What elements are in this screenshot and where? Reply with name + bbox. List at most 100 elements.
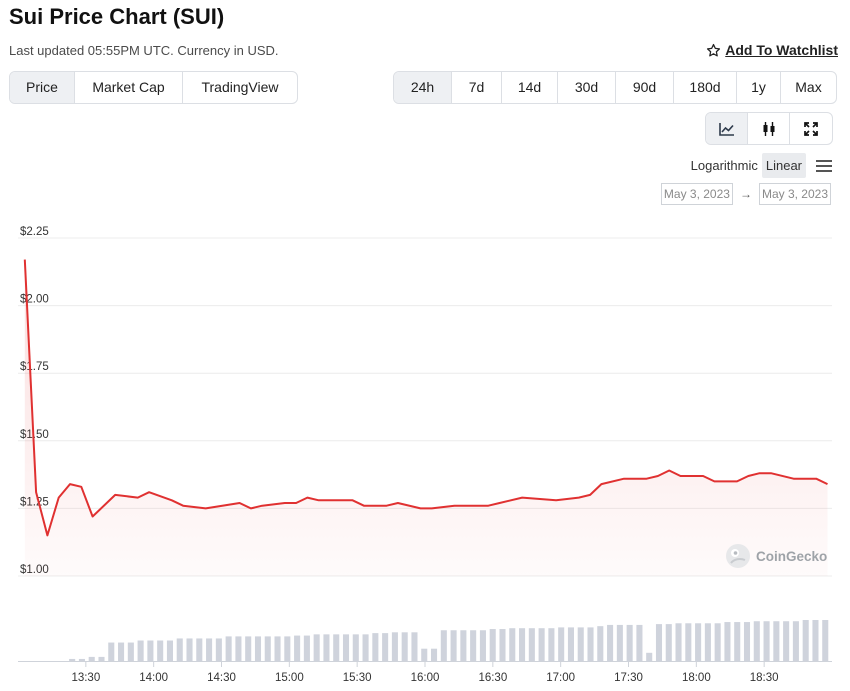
star-icon: [707, 43, 721, 56]
volume-bar: [646, 652, 653, 661]
volume-bar: [206, 638, 213, 661]
fullscreen-button[interactable]: [790, 113, 832, 144]
logarithmic-scale-option[interactable]: Logarithmic: [690, 158, 758, 173]
volume-bar: [78, 658, 85, 661]
volume-bar: [528, 628, 535, 661]
volume-bar: [98, 656, 105, 661]
volume-bar: [284, 636, 291, 661]
volume-bar: [548, 628, 555, 661]
volume-bar: [372, 633, 379, 661]
range-180d-button[interactable]: 180d: [674, 72, 737, 103]
volume-bar: [792, 621, 799, 661]
volume-bar: [440, 630, 447, 661]
volume-bar: [714, 623, 721, 661]
volume-bar: [538, 628, 545, 661]
volume-bar: [401, 632, 408, 661]
x-tick-label: 18:00: [682, 672, 711, 684]
volume-bar: [763, 621, 770, 661]
volume-bar: [323, 634, 330, 661]
volume-bar: [783, 621, 790, 661]
volume-bar: [127, 642, 134, 661]
x-tick-label: 14:00: [139, 672, 168, 684]
volume-bar: [743, 622, 751, 661]
volume-bar: [342, 634, 350, 661]
volume-bar: [822, 620, 829, 661]
volume-bar: [69, 658, 76, 661]
volume-bar: [597, 626, 604, 661]
candlestick-chart-button[interactable]: [748, 113, 790, 144]
scale-selector: Logarithmic Linear: [687, 153, 832, 178]
tab-tradingview[interactable]: TradingView: [201, 79, 279, 95]
y-tick-label: $1.75: [20, 361, 49, 373]
volume-bar: [685, 623, 692, 661]
volume-bar: [567, 627, 574, 661]
x-tick-label: 16:00: [411, 672, 440, 684]
range-90d-button[interactable]: 90d: [616, 72, 674, 103]
volume-bar: [607, 624, 614, 661]
tab-price[interactable]: Price: [10, 72, 75, 103]
volume-bar: [421, 648, 428, 661]
volume-bar: [636, 624, 643, 661]
range-24h-button[interactable]: 24h: [394, 72, 452, 103]
volume-bar: [166, 640, 173, 661]
range-30d-button[interactable]: 30d: [558, 72, 616, 103]
watermark-text: CoinGecko: [756, 548, 828, 564]
x-tick-label: 15:30: [343, 672, 372, 684]
line-chart-button[interactable]: [706, 113, 748, 144]
volume-bar: [225, 636, 232, 661]
volume-bar: [254, 636, 262, 661]
volume-bar: [382, 633, 389, 661]
volume-bar: [558, 627, 565, 661]
x-tick-label: 18:30: [750, 672, 779, 684]
add-to-watchlist-link[interactable]: Add To Watchlist: [706, 42, 838, 58]
range-max-button[interactable]: Max: [795, 79, 822, 95]
volume-bar: [587, 627, 594, 661]
volume-bar: [333, 634, 340, 661]
volume-bar: [773, 621, 780, 661]
x-tick-label: 17:30: [614, 672, 643, 684]
volume-bar: [147, 640, 154, 661]
volume-bar: [470, 630, 477, 661]
volume-bar: [460, 630, 467, 661]
volume-bar: [88, 656, 95, 661]
y-tick-label: $2.25: [20, 226, 49, 238]
volume-bar: [118, 642, 125, 661]
volume-bar: [186, 638, 193, 661]
volume-bar: [411, 632, 418, 661]
x-tick-label: 14:30: [207, 672, 236, 684]
line-chart-icon: [718, 122, 734, 136]
page-title: Sui Price Chart (SUI): [9, 4, 225, 29]
volume-bar: [196, 638, 203, 661]
chart-type-selector: [705, 112, 833, 145]
y-tick-label: $2.00: [20, 294, 49, 306]
price-line: [23, 259, 828, 537]
x-tick-label: 17:00: [546, 672, 575, 684]
coingecko-watermark: CoinGecko: [725, 543, 827, 569]
x-tick-label: 15:00: [275, 672, 304, 684]
volume-bar: [235, 636, 242, 661]
range-1y-button[interactable]: 1y: [737, 72, 781, 103]
range-7d-button[interactable]: 7d: [452, 72, 502, 103]
tab-market-cap[interactable]: Market Cap: [75, 72, 183, 103]
coingecko-logo-icon: [726, 544, 750, 568]
range-14d-button[interactable]: 14d: [502, 72, 558, 103]
volume-bar: [626, 624, 633, 661]
volume-bar: [108, 642, 115, 661]
volume-bar: [695, 623, 702, 661]
volume-bar: [362, 634, 369, 661]
price-area: [24, 259, 828, 576]
volume-bar: [704, 623, 711, 661]
last-updated-text: Last updated 05:55PM UTC. Currency in US…: [9, 43, 279, 58]
date-to-input[interactable]: May 3, 2023: [758, 183, 831, 205]
volume-bar: [157, 640, 164, 661]
expand-icon: [804, 121, 818, 136]
linear-scale-option[interactable]: Linear: [761, 153, 806, 178]
candlestick-icon: [763, 121, 774, 136]
date-from-input[interactable]: May 3, 2023: [660, 183, 733, 205]
volume-bar: [303, 635, 310, 661]
volume-bar: [675, 623, 682, 661]
volume-bar: [519, 628, 526, 661]
volume-bar: [479, 630, 486, 661]
menu-icon[interactable]: [816, 159, 832, 173]
